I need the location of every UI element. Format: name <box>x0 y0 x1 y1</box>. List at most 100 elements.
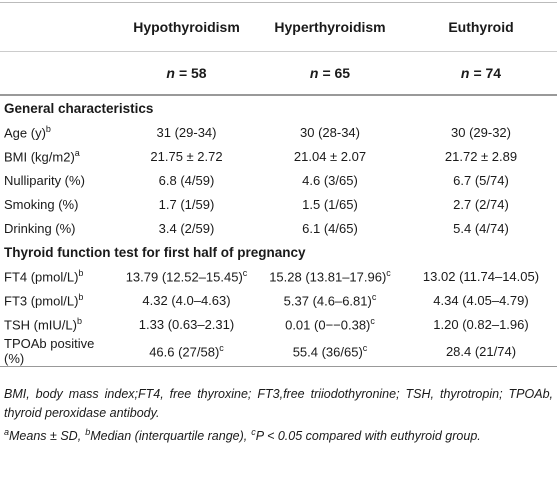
label-text: FT4 (pmol/L) <box>4 269 79 285</box>
value-cell: 2.7 (2/74) <box>405 192 557 216</box>
n-cell: n = 58 <box>118 51 255 96</box>
cell-footnote-mark: c <box>242 267 248 278</box>
cell-footnote-mark: c <box>219 342 224 353</box>
n-symbol: n <box>460 65 470 81</box>
data-row: FT3 (pmol/L)b 4.32 (4.0–4.63) 5.37 (4.6–6.… <box>0 288 557 312</box>
note-text: Median (interquartile range), <box>90 429 248 444</box>
label-text: Age (y) <box>4 125 46 141</box>
column-header: Hypothyroidism <box>118 2 255 52</box>
note: aMeans ± SD, <box>4 427 82 444</box>
cell-text: 1.20 (0.82–1.96) <box>433 316 529 332</box>
note: bMedian (interquartile range), <box>85 427 248 444</box>
cell-text: 13.02 (11.74–14.05) <box>422 268 540 284</box>
data-row: Age (y)b 31 (29-34) 30 (28-34) 30 (29-32) <box>0 120 557 144</box>
value-cell: 13.02 (11.74–14.05) <box>405 264 557 288</box>
n-cell: n = 65 <box>255 51 405 96</box>
value-cell: 28.4 (21/74) <box>405 336 557 367</box>
value-cell: 46.6 (27/58)c <box>118 336 255 367</box>
cell-text: 3.4 (2/59) <box>158 220 215 236</box>
value-cell: 55.4 (36/65)c <box>255 336 405 367</box>
cell-text: 15.28 (13.81–17.96) <box>269 269 387 285</box>
row-label: Smoking (%) <box>0 192 118 216</box>
row-label: Age (y)b <box>0 120 118 144</box>
n-cell: n = 74 <box>405 51 557 96</box>
table-body: Hypothyroidism Hyperthyroidism Euthyroid n =… <box>0 2 557 367</box>
value-cell: 31 (29-34) <box>118 120 255 144</box>
cell-text: 13.79 (12.52–15.45) <box>125 269 243 285</box>
label-text: TPOAb positive (%) <box>4 336 95 366</box>
row-label: BMI (kg/m2)a <box>0 144 118 168</box>
data-row: FT4 (pmol/L)b 13.79 (12.52–15.45)c 15.28 (… <box>0 264 557 288</box>
data-row: TPOAb positive (%) 46.6 (27/58)c 55.4 (36/… <box>0 336 557 367</box>
cell-footnote-mark: c <box>386 267 391 278</box>
n-value: = 58 <box>178 65 207 81</box>
label-text: TSH (mIU/L) <box>4 317 77 333</box>
label-footnote-mark: a <box>74 147 80 158</box>
note-mark: b <box>85 427 91 437</box>
value-cell: 1.7 (1/59) <box>118 192 255 216</box>
note-mark: c <box>251 427 256 437</box>
footnote: BMI, body mass index;FT4, free thyroxine… <box>0 367 557 446</box>
value-cell: 3.4 (2/59) <box>118 216 255 240</box>
cell-text: 1.33 (0.63–2.31) <box>138 316 235 332</box>
data-row: BMI (kg/m2)a 21.75 ± 2.72 21.04 ± 2.07 21.7… <box>0 144 557 168</box>
cell-text: 5.37 (4.6–6.81) <box>283 293 372 309</box>
row-label: TSH (mIU/L)b <box>0 312 118 336</box>
value-cell: 0.01 (0−−0.38)c <box>255 312 405 336</box>
value-cell: 15.28 (13.81–17.96)c <box>255 264 405 288</box>
note-text: P < 0.05 compared with euthyroid group. <box>255 429 481 444</box>
data-row: Nulliparity (%) 6.8 (4/59) 4.6 (3/65) 6.7 (… <box>0 168 557 192</box>
note-text: Means ± SD, <box>9 429 82 444</box>
n-value: = 65 <box>322 65 351 81</box>
n-row: n = 58 n = 65 n = 74 <box>0 51 557 96</box>
cell-text: 30 (28-34) <box>300 124 360 140</box>
label-text: BMI (kg/m2) <box>4 149 75 165</box>
label-text: Smoking (%) <box>4 196 79 212</box>
value-cell: 13.79 (12.52–15.45)c <box>118 264 255 288</box>
row-label: FT3 (pmol/L)b <box>0 288 118 312</box>
cell-text: 5.4 (4/74) <box>453 220 509 236</box>
section-row: Thyroid function test for first half of … <box>0 240 557 264</box>
cell-text: 2.7 (2/74) <box>453 196 509 212</box>
row-label: Nulliparity (%) <box>0 168 118 192</box>
value-cell: 1.5 (1/65) <box>255 192 405 216</box>
value-cell: 21.04 ± 2.07 <box>255 144 405 168</box>
label-footnote-mark: b <box>78 267 84 278</box>
value-cell: 6.8 (4/59) <box>118 168 255 192</box>
cell-text: 46.6 (27/58) <box>149 344 220 360</box>
abbreviations: BMI, body mass index;FT4, free thyroxine… <box>4 387 553 420</box>
cell-text: 1.7 (1/59) <box>158 196 215 212</box>
cell-text: 6.1 (4/65) <box>302 220 358 236</box>
header-row: Hypothyroidism Hyperthyroidism Euthyroid <box>0 2 557 52</box>
value-cell: 6.1 (4/65) <box>255 216 405 240</box>
value-cell: 4.32 (4.0–4.63) <box>118 288 255 312</box>
header-cell <box>0 2 118 52</box>
n-value: = 74 <box>473 65 502 81</box>
value-cell: 21.75 ± 2.72 <box>118 144 255 168</box>
section-title: Thyroid function test for first half of … <box>4 244 306 260</box>
cell-text: 0.01 (0−−0.38) <box>285 317 371 333</box>
data-row: TSH (mIU/L)b 1.33 (0.63–2.31) 0.01 (0−−0.3… <box>0 312 557 336</box>
value-cell: 30 (28-34) <box>255 120 405 144</box>
cell-text: 6.8 (4/59) <box>158 172 215 188</box>
value-cell: 5.37 (4.6–6.81)c <box>255 288 405 312</box>
value-cell: 30 (29-32) <box>405 120 557 144</box>
notes: aMeans ± SD, bMedian (interquartile range… <box>4 423 553 446</box>
n-cell <box>0 51 118 96</box>
label-footnote-mark: b <box>78 291 84 302</box>
cell-text: 55.4 (36/65) <box>292 344 363 360</box>
value-cell: 1.33 (0.63–2.31) <box>118 312 255 336</box>
cell-text: 30 (29-32) <box>451 124 511 140</box>
value-cell: 6.7 (5/74) <box>405 168 557 192</box>
cell-text: 21.75 ± 2.72 <box>150 148 223 164</box>
row-label: TPOAb positive (%) <box>0 336 118 367</box>
cell-text: 4.34 (4.05–4.79) <box>433 292 529 308</box>
label-footnote-mark: b <box>45 123 51 134</box>
value-cell: 1.20 (0.82–1.96) <box>405 312 557 336</box>
n-symbol: n <box>309 65 319 81</box>
row-label: FT4 (pmol/L)b <box>0 264 118 288</box>
value-cell: 5.4 (4/74) <box>405 216 557 240</box>
label-text: Nulliparity (%) <box>4 172 85 188</box>
column-header: Hyperthyroidism <box>255 2 405 52</box>
